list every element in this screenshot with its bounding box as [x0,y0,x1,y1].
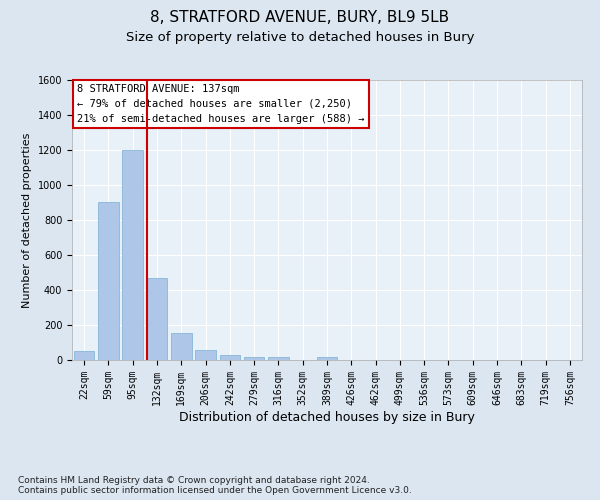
Bar [220,355,240,360]
Bar [74,351,94,360]
Bar [98,202,119,360]
Text: Size of property relative to detached houses in Bury: Size of property relative to detached ho… [126,31,474,44]
Y-axis label: Number of detached properties: Number of detached properties [22,132,32,308]
Bar [171,333,191,360]
Bar [317,356,337,360]
Bar [244,356,265,360]
Bar [146,278,167,360]
Bar [268,356,289,360]
Text: 8 STRATFORD AVENUE: 137sqm
← 79% of detached houses are smaller (2,250)
21% of s: 8 STRATFORD AVENUE: 137sqm ← 79% of deta… [77,84,365,124]
Bar [122,150,143,360]
X-axis label: Distribution of detached houses by size in Bury: Distribution of detached houses by size … [179,410,475,424]
Bar [195,350,216,360]
Text: Contains HM Land Registry data © Crown copyright and database right 2024.
Contai: Contains HM Land Registry data © Crown c… [18,476,412,495]
Text: 8, STRATFORD AVENUE, BURY, BL9 5LB: 8, STRATFORD AVENUE, BURY, BL9 5LB [151,10,449,25]
